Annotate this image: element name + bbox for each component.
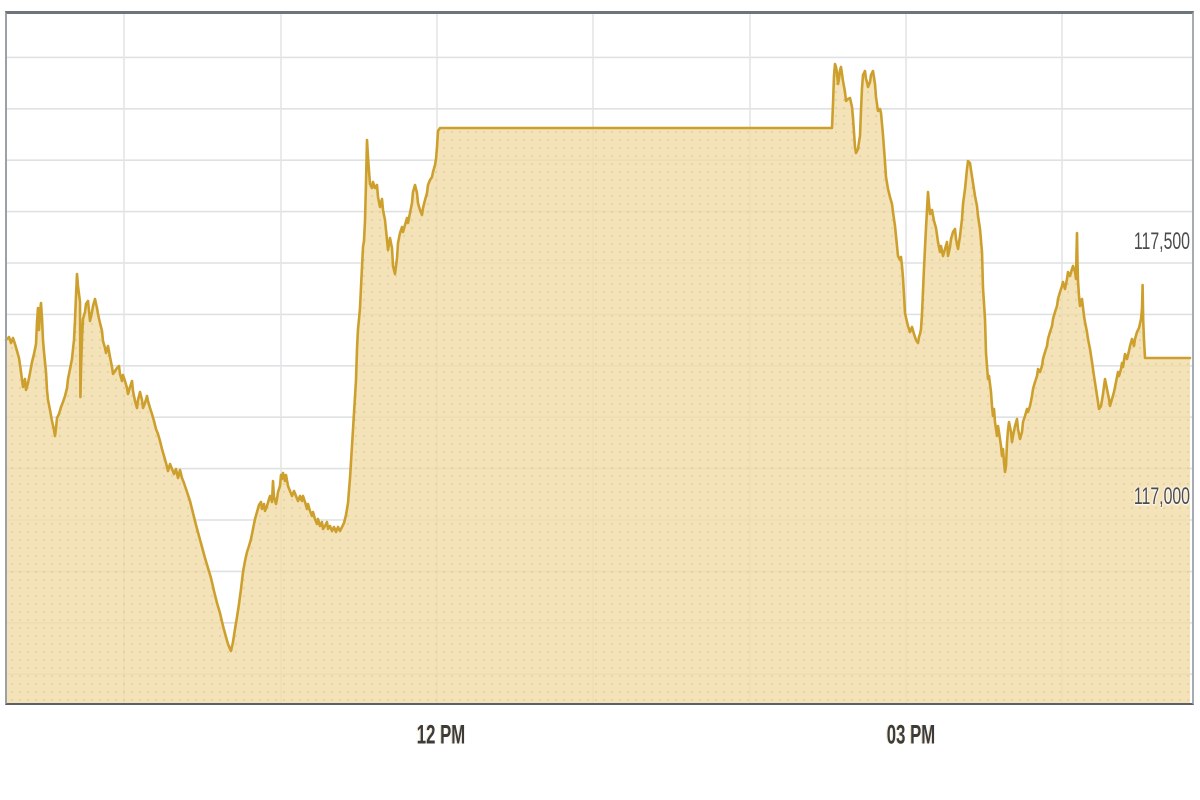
price-line (4, 62, 1192, 653)
